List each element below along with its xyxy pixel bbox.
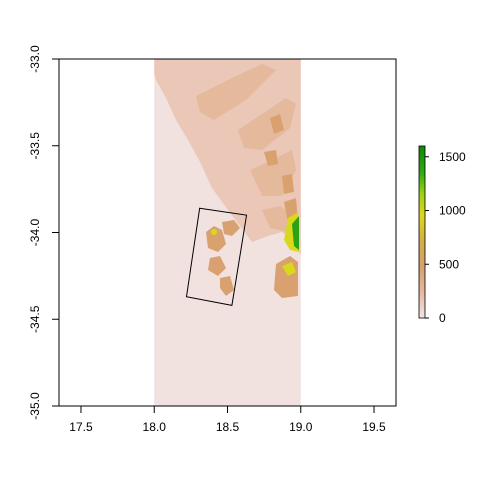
mountain-peak-0 xyxy=(270,114,284,134)
peninsula-terrain-0 xyxy=(206,226,226,252)
mainland-elevation xyxy=(154,59,301,255)
elevation-legend: 0 500 1000 1500 xyxy=(418,145,466,325)
peninsula-terrain-3 xyxy=(220,276,234,296)
legend-tick-label: 1000 xyxy=(439,204,466,218)
terrain-ridge-3 xyxy=(262,206,292,232)
x-axis: 17.5 18.0 18.5 19.0 19.5 xyxy=(69,405,386,434)
legend-tick-label: 500 xyxy=(439,257,459,271)
y-axis: -33.0 -33.5 -34.0 -34.5 -35.0 xyxy=(28,45,60,420)
mountain-peak-1 xyxy=(264,150,278,166)
high-elevation-green xyxy=(292,216,299,250)
peninsula-peak xyxy=(211,229,217,235)
x-tick-label: 19.0 xyxy=(289,420,313,434)
legend-tick-label: 0 xyxy=(439,311,446,325)
legend-tick-label: 1500 xyxy=(439,150,466,164)
y-tick-label: -33.5 xyxy=(28,132,42,160)
y-tick-label: -35.0 xyxy=(28,392,42,420)
y-tick-label: -33.0 xyxy=(28,45,42,73)
peninsula-terrain-1 xyxy=(222,220,240,236)
terrain-ridge-0 xyxy=(196,64,276,120)
peninsula-terrain-2 xyxy=(208,256,226,276)
legend-colorbar xyxy=(418,145,426,319)
y-tick-label: -34.0 xyxy=(28,219,42,247)
x-tick-label: 18.0 xyxy=(143,420,167,434)
x-tick-label: 19.5 xyxy=(362,420,386,434)
terrain-ridge-1 xyxy=(238,98,296,150)
mountain-peak-2 xyxy=(282,174,294,194)
study-area-rectangle xyxy=(185,207,248,306)
x-tick-label: 17.5 xyxy=(69,420,93,434)
elevation-raster xyxy=(154,59,301,406)
high-elevation-yellow-2 xyxy=(282,262,296,276)
x-tick-label: 18.5 xyxy=(216,420,240,434)
y-tick-label: -34.5 xyxy=(28,305,42,333)
